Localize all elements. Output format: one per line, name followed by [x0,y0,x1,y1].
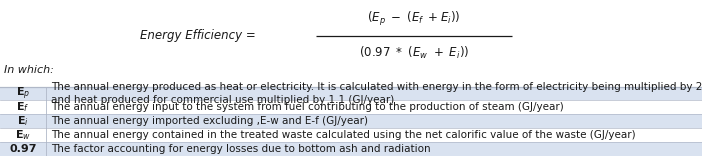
Text: The annual energy contained in the treated waste calculated using the net calori: The annual energy contained in the treat… [51,130,636,140]
Text: In which:: In which: [4,65,53,75]
Text: 0.97: 0.97 [9,144,37,154]
Bar [0,128,702,142]
Bar [0,142,702,156]
Bar [0,87,702,100]
Text: The annual energy produced as heat or electricity. It is calculated with energy : The annual energy produced as heat or el… [51,82,702,105]
Text: The annual energy input to the system from fuel contributing to the production o: The annual energy input to the system fr… [51,102,564,112]
Text: $(E_p\ -\ (E_f\ +E_i))$: $(E_p\ -\ (E_f\ +E_i))$ [367,10,461,28]
Text: E$_f$: E$_f$ [16,100,29,114]
Text: E$_i$: E$_i$ [17,114,29,128]
Text: E$_p$: E$_p$ [15,85,30,102]
Text: The factor accounting for energy losses due to bottom ash and radiation: The factor accounting for energy losses … [51,144,431,154]
Bar [0,100,702,114]
Text: The annual energy imported excluding ,E-w and E-f (GJ/year): The annual energy imported excluding ,E-… [51,116,369,126]
Bar [0,114,702,128]
Text: Energy Efficiency =: Energy Efficiency = [140,29,260,42]
Text: $(0.97\ *\ (E_w\ +\ E_i))$: $(0.97\ *\ (E_w\ +\ E_i))$ [359,45,470,61]
Text: E$_w$: E$_w$ [15,128,31,142]
